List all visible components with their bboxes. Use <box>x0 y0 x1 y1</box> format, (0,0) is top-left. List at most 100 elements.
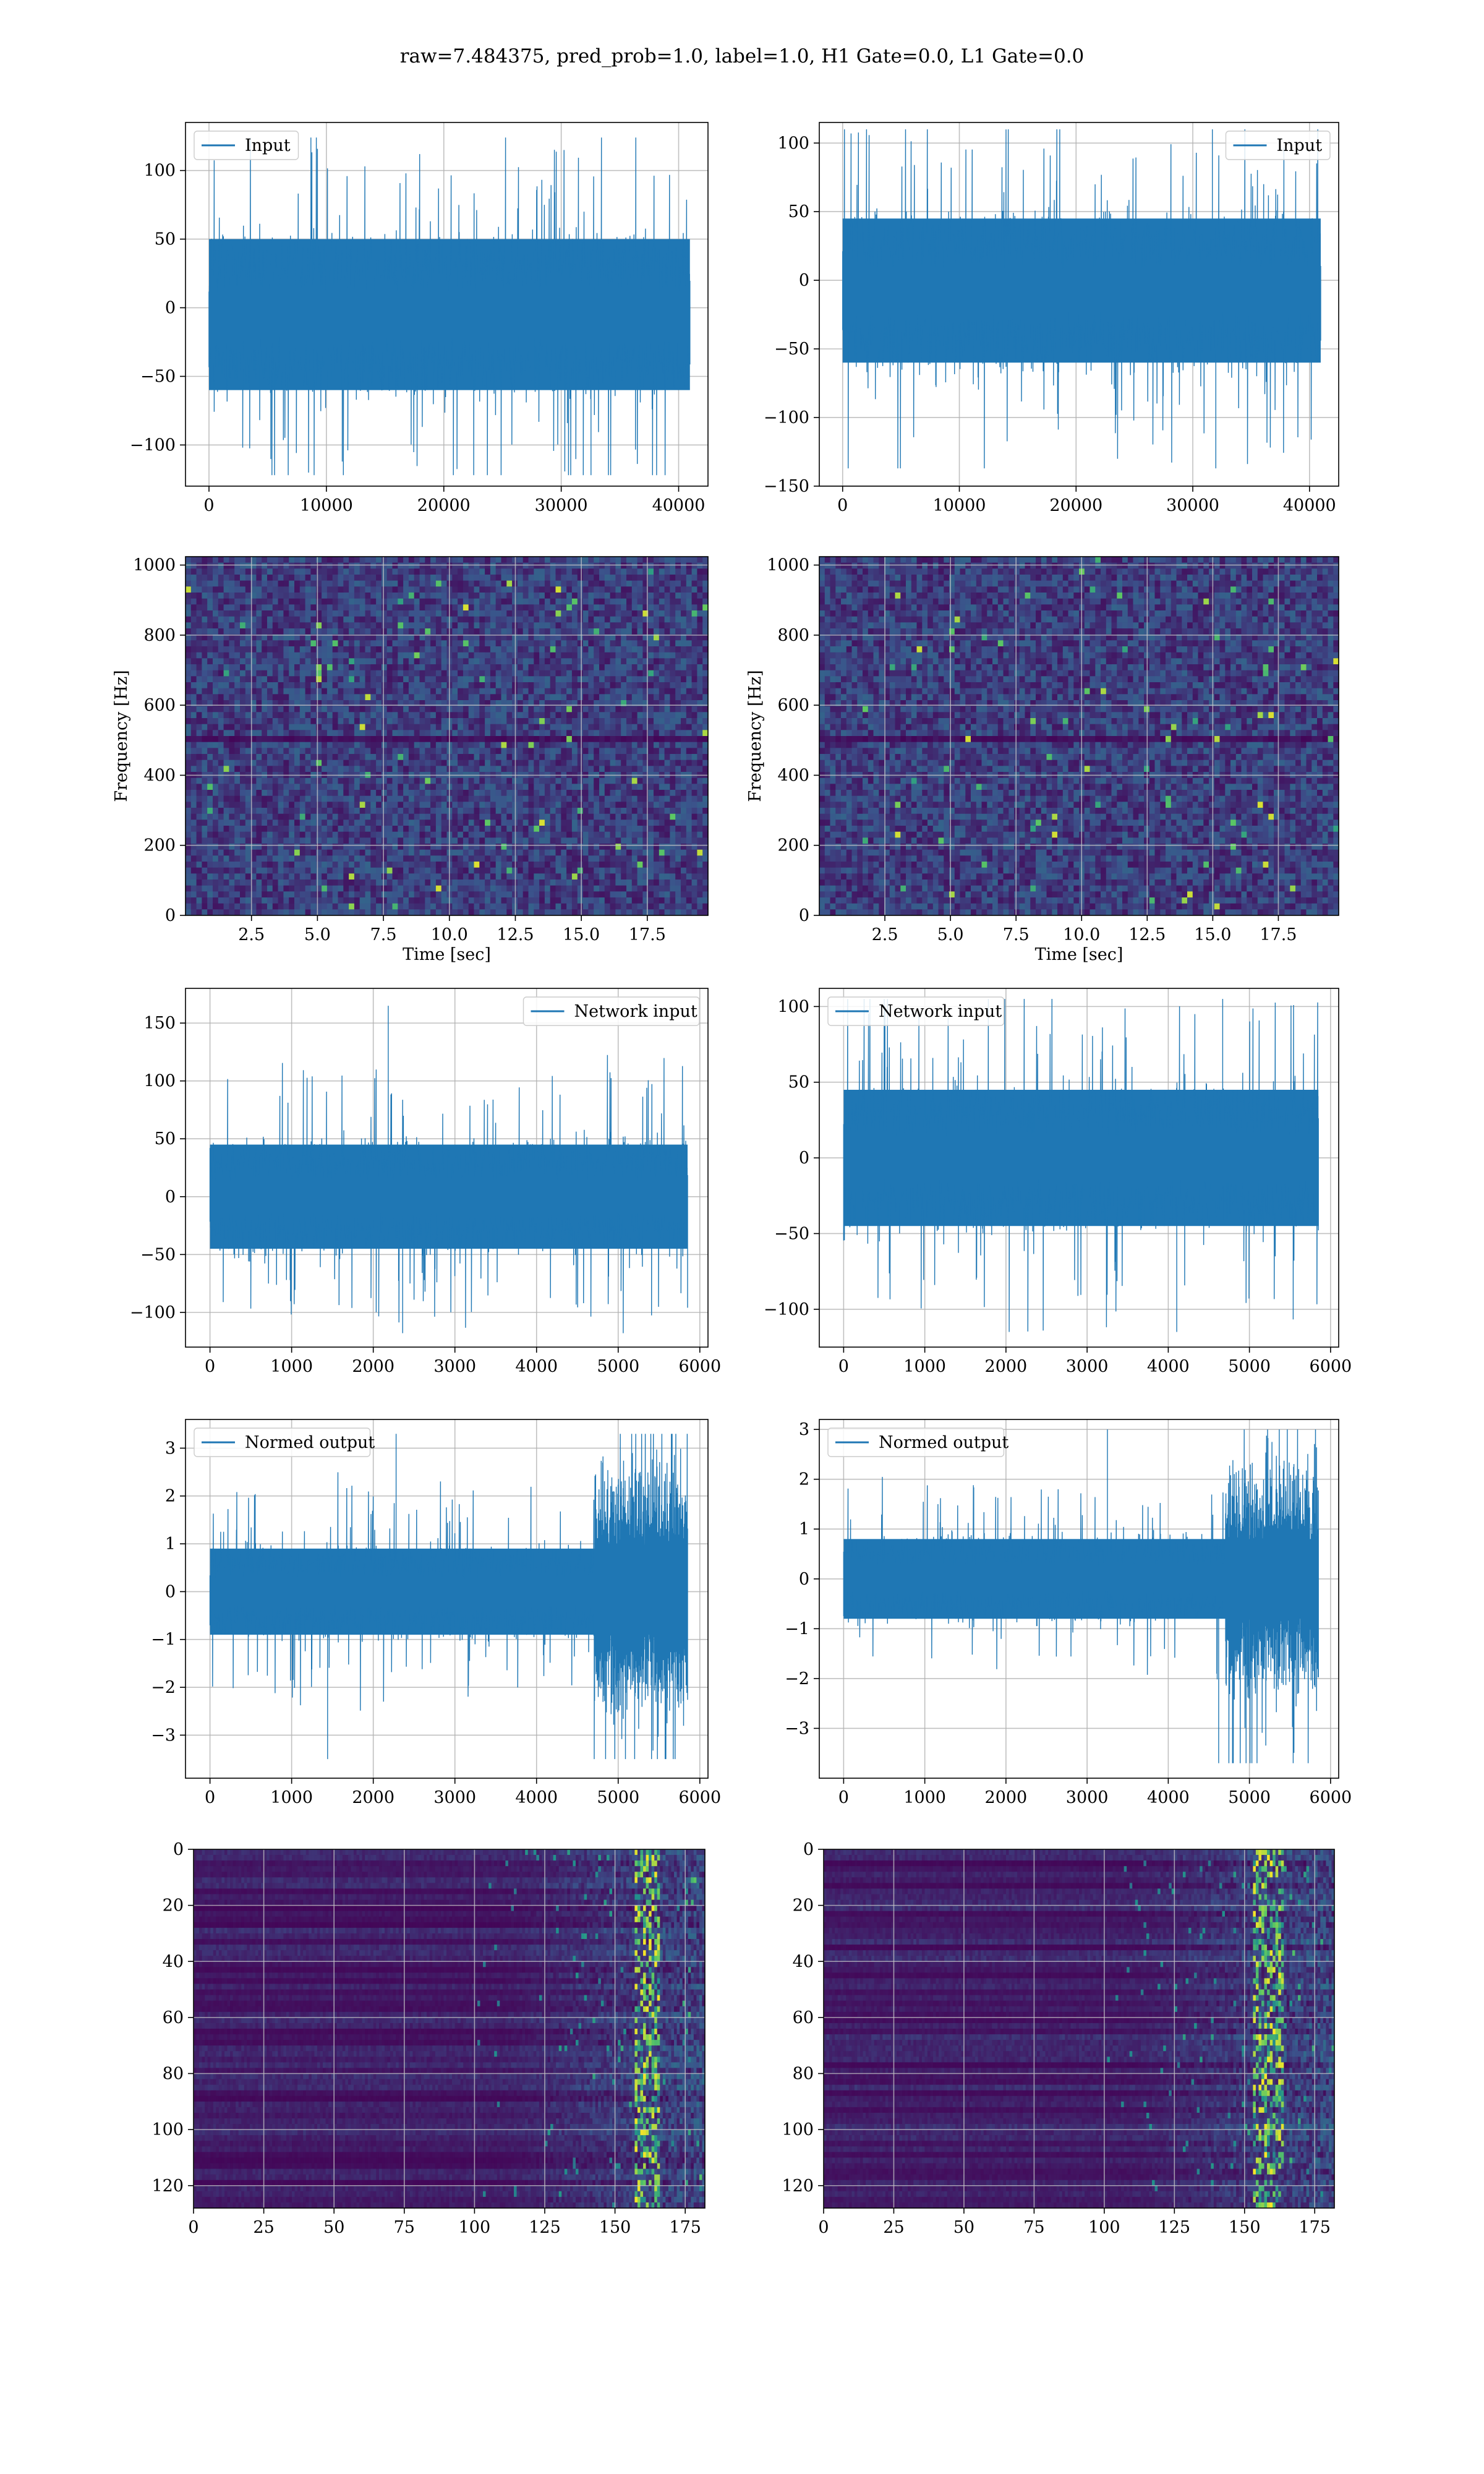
spec-h1-cell <box>381 557 388 563</box>
spec-h1-cell <box>190 897 197 904</box>
spec-h1-cell <box>218 867 224 874</box>
spec-h1-cell <box>365 813 371 820</box>
spec-h1-cell <box>561 646 567 653</box>
spec-h1-cell <box>544 826 551 833</box>
spec-h1-cell <box>186 730 192 737</box>
spec-h1-cell <box>534 862 540 868</box>
spec-h1-cell <box>425 855 431 862</box>
spec-h1-cell <box>256 777 262 784</box>
spec-h1-cell <box>561 616 567 623</box>
spec-h1-cell <box>479 885 485 892</box>
spec-h1-cell <box>386 724 393 730</box>
spec-h1-cell <box>256 718 262 725</box>
spec-h1-cell <box>250 802 257 808</box>
spec-h1-cell <box>326 760 333 766</box>
spec-h1-cell <box>615 682 621 689</box>
spec-h1-cell <box>250 598 257 605</box>
spec-h1-cell <box>577 777 584 784</box>
spec-h1-cell <box>539 557 545 563</box>
spec-h1-cell <box>474 760 480 766</box>
spec-h1-cell <box>398 634 404 641</box>
spec-h1-cell <box>419 676 425 683</box>
spec-h1-cell <box>207 724 213 730</box>
spec-h1-cell <box>196 616 202 623</box>
spec-h1-cell <box>610 616 616 623</box>
spec-h1-cell <box>262 784 268 790</box>
spec-h1-cell <box>615 855 621 862</box>
spec-h1-cell <box>626 844 633 850</box>
spec-h1-cell <box>245 562 252 569</box>
spec-h1-cell <box>463 706 469 713</box>
spec-h1-cell <box>234 652 241 659</box>
spec-h1-cell <box>571 820 578 826</box>
spec-h1-cell <box>621 766 627 773</box>
spec-h1-cell <box>202 909 208 916</box>
spec-h1-cell <box>218 891 224 898</box>
spec-h1-cell <box>218 646 224 653</box>
spec-h1-cell <box>604 652 611 659</box>
spec-h1-cell <box>522 849 529 856</box>
spec-h1-cell <box>501 622 507 629</box>
spec-h1-cell <box>544 568 551 575</box>
spec-h1-cell <box>343 634 349 641</box>
spec-h1-cell <box>218 820 224 826</box>
spec-h1-cell <box>485 849 491 856</box>
spec-h1-cell <box>582 658 589 665</box>
spec-h1-cell <box>571 622 578 629</box>
spec-h1-cell <box>392 682 398 689</box>
spec-h1-cell <box>430 777 437 784</box>
spec-h1-cell <box>495 640 502 647</box>
spec-h1-cell <box>594 610 600 617</box>
spec-h1-cell <box>398 580 404 587</box>
spec-h1-cell <box>566 784 573 790</box>
spec-h1-cell <box>517 580 524 587</box>
spec-h1-cell <box>305 813 311 820</box>
spec-h1-cell <box>403 628 409 635</box>
spec-h1-cell <box>555 813 561 820</box>
spec-h1-cell <box>332 676 339 683</box>
spec-h1-cell <box>419 891 425 898</box>
spec-h1-cell <box>196 880 202 886</box>
spec-h1-cell <box>223 784 229 790</box>
spec-h1-cell <box>561 777 567 784</box>
spec-h1-cell <box>615 575 621 581</box>
spec-h1-cell <box>202 873 208 880</box>
spec-h1-cell <box>430 748 437 755</box>
spec-h1-cell <box>250 646 257 653</box>
spec-h1-cell <box>441 736 448 743</box>
spec-h1-cell <box>610 634 616 641</box>
spec-h1-cell <box>343 706 349 713</box>
spec-h1-cell <box>256 610 262 617</box>
spec-h1-cell <box>186 718 192 725</box>
spec-h1-cell <box>474 628 480 635</box>
spec-h1-cell <box>468 658 475 665</box>
spec-h1-cell <box>506 580 513 587</box>
spec-h1-cell <box>544 880 551 886</box>
spec-h1-cell <box>381 760 388 766</box>
spec-h1-cell <box>245 616 252 623</box>
spec-h1-cell <box>202 688 208 695</box>
spec-h1-cell <box>310 862 317 868</box>
spec-h1-cell <box>262 730 268 737</box>
spec-h1-cell <box>349 820 355 826</box>
spec-h1-cell <box>234 682 241 689</box>
spec-h1-cell <box>213 891 219 898</box>
spec-h1-cell <box>316 784 322 790</box>
spec-h1-cell <box>561 658 567 665</box>
spec-h1-cell <box>594 622 600 629</box>
spec-h1-cell <box>463 802 469 808</box>
spec-h1-cell <box>278 873 284 880</box>
spec-h1-cell <box>615 640 621 647</box>
spec-h1-cell <box>528 891 534 898</box>
spec-h1-cell <box>229 593 235 599</box>
spec-h1-cell <box>550 826 556 833</box>
spec-h1-cell <box>468 640 475 647</box>
spec-h1-cell <box>240 760 246 766</box>
spec-h1-cell <box>528 754 534 761</box>
spec-h1-cell <box>594 909 600 916</box>
spec-h1-cell <box>250 897 257 904</box>
spec-h1-cell <box>354 736 360 743</box>
spec-h1-cell <box>441 640 448 647</box>
spec-h1-cell <box>322 610 328 617</box>
spec-h1-cell <box>398 712 404 719</box>
